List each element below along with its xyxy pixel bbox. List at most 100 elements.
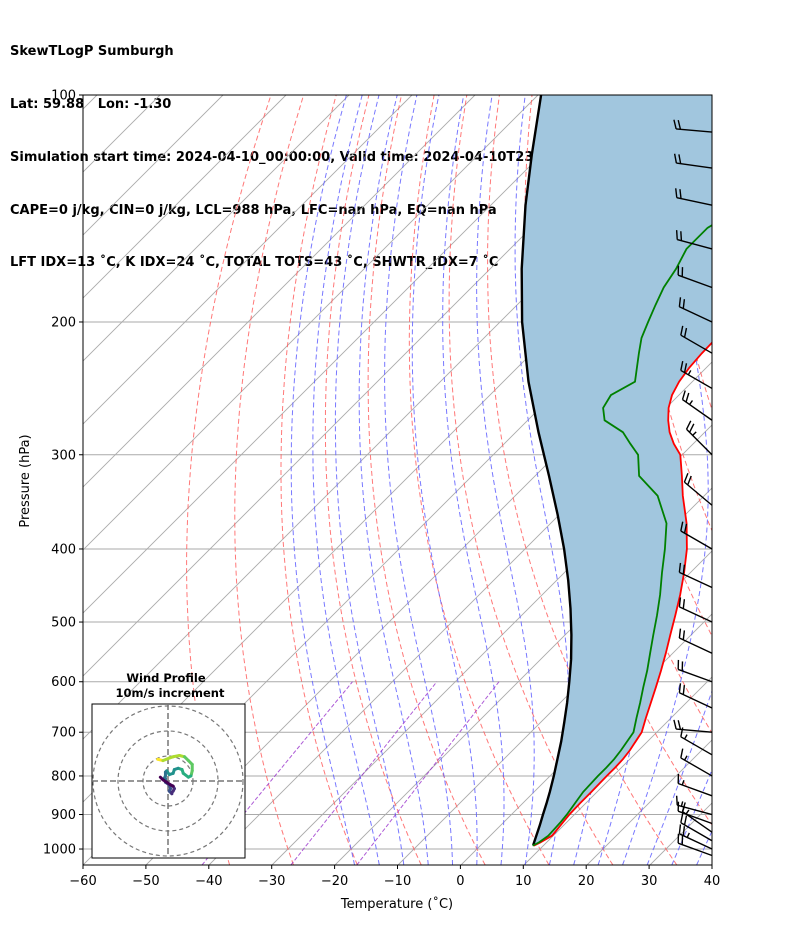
x-tick-label: 30: [641, 874, 658, 889]
wind-barb-staff: [683, 481, 713, 506]
wind-barb-feather: [678, 297, 682, 307]
chart-title-block: SkewTLogP Sumburgh Lat: 59.88 Lon: -1.30…: [10, 8, 603, 290]
wind-barb-staff: [679, 692, 713, 709]
wind-barb-feather: [678, 824, 682, 834]
wind-barb-feather: [680, 231, 683, 241]
wind-barb-feather: [685, 420, 692, 430]
wind-barb-staff: [676, 128, 713, 133]
wind-barb-feather: [679, 189, 682, 199]
y-tick-label: 800: [51, 769, 76, 784]
wind-barb-feather: [683, 815, 688, 826]
wind-barb-half-feather: [681, 780, 685, 786]
wind-barb-half-feather: [689, 400, 694, 405]
wind-barb: [677, 773, 713, 797]
moist-adiabat-line: [384, 95, 453, 865]
wind-barb: [680, 813, 713, 842]
inset-title-2: 10m/s increment: [116, 686, 225, 700]
y-axis-label: Pressure (hPa): [18, 434, 33, 527]
dry-adiabat-line: [728, 95, 794, 865]
wind-barb-staff: [680, 530, 713, 550]
station-title: SkewTLogP Sumburgh: [10, 44, 174, 60]
x-tick-label: −30: [258, 874, 285, 889]
wind-barb-half-feather: [692, 431, 697, 436]
dry-adiabat-line: [324, 95, 422, 865]
isotherm-line: [83, 95, 98, 110]
x-tick-label: 20: [578, 874, 595, 889]
wind-barb-feather: [678, 562, 682, 573]
wind-barb-feather: [682, 826, 686, 836]
moist-adiabat-line: [290, 95, 356, 865]
wind-barb-half-feather: [683, 734, 688, 740]
location-line: Lat: 59.88 Lon: -1.30: [10, 96, 172, 112]
wind-barb-staff: [677, 782, 713, 797]
wind-barb-feather: [673, 119, 677, 130]
y-tick-label: 900: [51, 808, 76, 823]
moist-adiabat-line: [746, 95, 794, 865]
wind-barb-staff: [676, 197, 713, 206]
wind-barb-half-feather: [685, 809, 690, 815]
wind-barb-feather: [683, 327, 688, 338]
wind-barb-feather: [685, 392, 690, 403]
wind-barb: [678, 562, 713, 589]
wind-barb-staff: [679, 833, 713, 850]
moist-adiabat-line: [358, 95, 429, 865]
wind-barb-feather: [680, 325, 684, 336]
wind-barb-staff: [676, 162, 713, 169]
y-tick-label: 300: [51, 448, 76, 463]
wind-barb-staff: [677, 668, 713, 683]
dry-adiabat-line: [280, 95, 358, 865]
wind-barb: [677, 801, 713, 825]
y-tick-label: 600: [51, 675, 76, 690]
wind-barb: [680, 748, 713, 777]
wind-barb-feather: [680, 748, 684, 759]
wind-barb-half-feather: [680, 801, 684, 807]
wind-barb-half-feather: [687, 370, 692, 376]
mixing-ratio-line: [356, 681, 500, 865]
wind-barb: [678, 628, 713, 654]
wind-barb: [678, 297, 713, 323]
wind-barb: [678, 597, 713, 623]
wind-barb-staff: [680, 369, 713, 390]
x-tick-label: 40: [704, 874, 721, 889]
wind-barb-feather: [675, 230, 678, 240]
wind-barb-staff: [682, 399, 713, 421]
wind-barb: [678, 824, 713, 850]
isotherm-line: [83, 95, 539, 551]
wind-barb-feather: [681, 390, 686, 400]
wind-barb-staff: [679, 306, 713, 323]
wind-barb-staff: [680, 736, 713, 756]
hodograph-segment: [158, 775, 165, 782]
wind-barb-feather: [682, 564, 686, 575]
wind-barb-feather: [673, 153, 678, 164]
wind-barb-staff: [677, 804, 713, 816]
dry-adiabat-line: [408, 95, 550, 865]
isotherm-line: [83, 95, 413, 425]
isotherm-line: [713, 95, 794, 865]
wind-barb: [675, 188, 713, 206]
isotherm-line: [334, 487, 712, 865]
dry-adiabat-line: [186, 95, 272, 865]
x-tick-label: −40: [195, 874, 222, 889]
wind-barb-staff: [677, 842, 713, 857]
y-tick-label: 700: [51, 726, 76, 741]
wind-barb-feather: [683, 523, 688, 534]
wind-barb-staff: [677, 238, 713, 250]
wind-barb-feather: [673, 719, 677, 730]
isotherm-line: [145, 298, 712, 865]
x-tick-label: −10: [384, 874, 411, 889]
isotherm-line: [397, 550, 712, 865]
wind-barb-feather: [682, 685, 686, 695]
moist-adiabat-line: [411, 95, 478, 865]
wind-barb-staff: [680, 334, 713, 354]
moist-adiabat-line: [646, 689, 712, 865]
wind-barb-feather: [680, 521, 684, 532]
y-tick-label: 400: [51, 542, 76, 557]
dry-adiabat-line: [760, 95, 794, 865]
wind-barb: [680, 521, 713, 550]
temperature-line: [533, 341, 712, 847]
dry-adiabat-line: [448, 95, 614, 865]
inset-title-1: Wind Profile: [126, 671, 206, 685]
wind-barb-feather: [687, 475, 692, 486]
moist-adiabat-line: [312, 95, 380, 865]
